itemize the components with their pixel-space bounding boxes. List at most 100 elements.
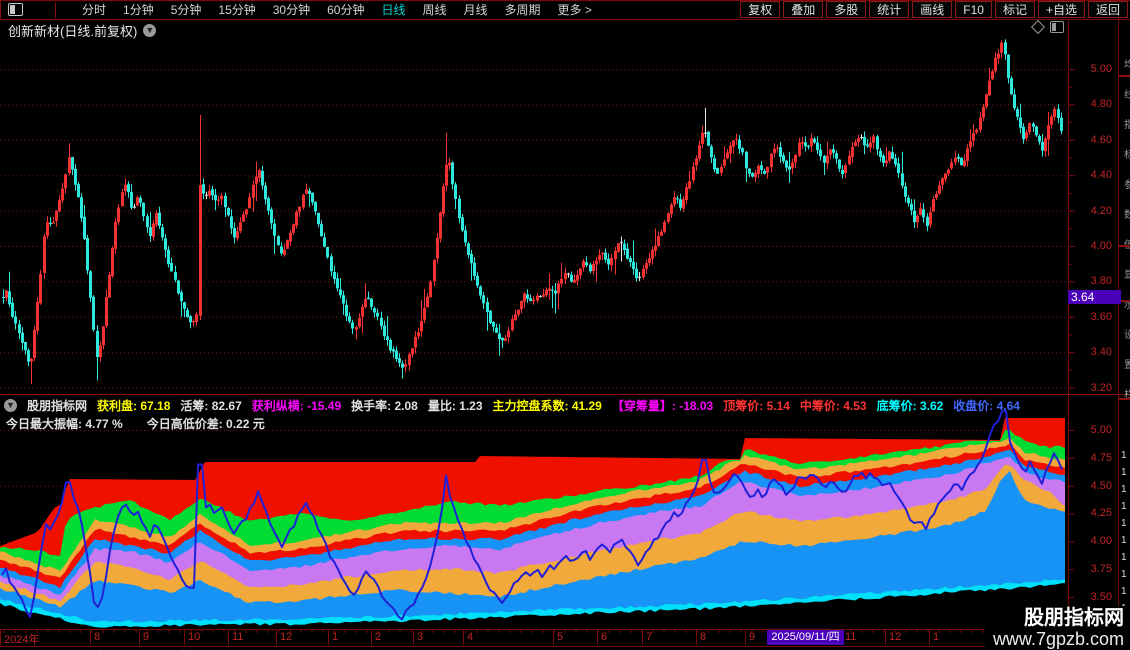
toolbar-button-统计[interactable]: 统计 (869, 1, 910, 18)
date-tick-label: 1 (332, 631, 339, 643)
field-获利纵横: 获利纵横: -15.49 (251, 399, 342, 413)
field-底筹价: 底筹价: 3.62 (876, 399, 944, 413)
indicator-axis-label: 4.25 (1090, 507, 1112, 520)
diamond-marker-icon[interactable] (1030, 19, 1046, 35)
date-axis-bottom-border (0, 646, 1130, 647)
chip-band-under (0, 582, 1065, 628)
toolbar-separator (55, 2, 56, 18)
menu-item-60分钟[interactable]: 60分钟 (327, 3, 365, 17)
price-axis-label: 3.40 (1090, 346, 1112, 359)
field-活筹: 活筹: 82.67 (180, 399, 242, 413)
indicator-axis-label: 4.75 (1090, 451, 1112, 464)
menu-item-分时[interactable]: 分时 (82, 3, 107, 17)
date-tick-label: 2 (375, 631, 382, 643)
toolbar-button-+自选[interactable]: +自选 (1037, 1, 1085, 18)
field-今日最大振幅: 今日最大振幅: 4.77 % (6, 417, 123, 431)
price-tag: 3.64 (1068, 290, 1121, 304)
date-tick-label: 5 (557, 631, 564, 643)
toolbar-button-返回[interactable]: 返回 (1087, 1, 1128, 18)
toolbar-button-画线[interactable]: 画线 (912, 1, 953, 18)
date-tick-label: 9 (143, 631, 150, 643)
field-中筹价: 中筹价: 4.53 (799, 399, 867, 413)
strip-digit: 1 (1121, 569, 1127, 580)
strip-glyph: 均 (1124, 60, 1130, 71)
right-edge-strip: 均线指标参数值显示设置栏1111111111 (1119, 20, 1130, 650)
candle-wicks-flat (134, 107, 862, 298)
menu-item-多周期[interactable]: 多周期 (504, 3, 541, 17)
toolbar-divider (0, 19, 1130, 20)
window-layout-icon[interactable] (8, 3, 23, 16)
date-tick-label: 3 (417, 631, 424, 643)
menu-item-日线[interactable]: 日线 (381, 3, 406, 17)
indicator-axis-label: 3.50 (1090, 590, 1112, 603)
date-tick-label: 6 (601, 631, 608, 643)
indicator-axis-label: 4.00 (1090, 535, 1112, 548)
field-今日高低价差: 今日高低价差: 0.22 元 (146, 417, 265, 431)
toolbar-button-多股[interactable]: 多股 (826, 1, 867, 18)
strip-separator (1119, 398, 1130, 400)
strip-glyph: 线 (1124, 90, 1130, 101)
menu-item-月线[interactable]: 月线 (463, 3, 488, 17)
indicator-axis-label: 5.00 (1090, 424, 1112, 436)
strip-glyph: 数 (1124, 210, 1130, 221)
price-axis-label: 4.40 (1090, 169, 1112, 182)
strip-digit: 1 (1121, 501, 1127, 512)
toolbar-button-叠加[interactable]: 叠加 (783, 1, 824, 18)
toolbar-button-F10[interactable]: F10 (955, 1, 992, 18)
price-axis-label: 4.20 (1090, 204, 1112, 217)
menu-item-15分钟[interactable]: 15分钟 (218, 3, 256, 17)
indicator-axis-label: 3.75 (1090, 563, 1112, 576)
strip-separator (1119, 300, 1130, 302)
menu-item-周线[interactable]: 周线 (422, 3, 447, 17)
toolbar-button-标记[interactable]: 标记 (994, 1, 1035, 18)
panel-divider (0, 394, 1130, 395)
chevron-down-icon[interactable]: ▼ (4, 399, 17, 412)
date-highlight-tag: 2025/09/11/四 (767, 630, 844, 645)
chevron-down-icon[interactable]: ▼ (143, 24, 157, 37)
menu-item-5分钟[interactable]: 5分钟 (170, 3, 202, 17)
strip-glyph: 置 (1124, 360, 1130, 371)
candle-bodies-up (5, 42, 1056, 367)
candle-wicks-up (6, 40, 1055, 385)
top-border (0, 0, 1130, 1)
date-tick-label: 11 (232, 631, 244, 643)
field-【穿筹量】: 【穿筹量】: -18.03 (611, 399, 714, 413)
watermark-site-name: 股朋指标网 (1024, 607, 1124, 629)
strip-separator (1119, 245, 1130, 247)
strip-digit: 1 (1121, 450, 1127, 461)
menu-item-更多 >[interactable]: 更多 > (557, 3, 592, 17)
strip-glyph: 指 (1124, 120, 1130, 131)
field-量比: 量比: 1.23 (427, 399, 483, 413)
strip-glyph: 标 (1124, 150, 1130, 161)
strip-digit: 1 (1121, 484, 1127, 495)
menu-item-1分钟[interactable]: 1分钟 (123, 3, 154, 17)
corner-icons (1030, 19, 1064, 35)
date-tick-label: 11 (845, 631, 857, 643)
date-tick-label: 9 (749, 631, 756, 643)
strip-digit: 1 (1121, 552, 1127, 563)
candle-wicks-down (3, 39, 1062, 381)
candle-bodies-down (2, 42, 1063, 368)
period-menu: 分时 1分钟 5分钟 15分钟 30分钟 60分钟 日线 周线 月线 多周期 更多 > (82, 0, 592, 19)
strip-digit: 1 (1121, 467, 1127, 478)
field-顶筹价: 顶筹价: 5.14 (723, 399, 790, 413)
strip-digit: 1 (1121, 535, 1127, 546)
date-tick-label: 7 (646, 631, 653, 643)
split-pane-icon[interactable] (1050, 21, 1064, 33)
strip-glyph: 栏 (1124, 390, 1130, 401)
title-row: 创新新材(日线.前复权) ▼ (8, 21, 157, 40)
indicator-header-row1: ▼ 股朋指标网 获利盘: 67.18 活筹: 82.67 获利纵横: -15.49 换… (4, 397, 1020, 414)
date-tick-label: 4 (467, 631, 474, 643)
menu-item-30分钟[interactable]: 30分钟 (272, 3, 311, 17)
watermark: 股朋指标网 www.7gpzb.com (985, 606, 1130, 650)
right-strip-border (1118, 0, 1119, 650)
toolbar-button-复权[interactable]: 复权 (740, 1, 781, 18)
indicator-source: 股朋指标网 (27, 399, 88, 413)
price-axis-label: 4.80 (1090, 98, 1112, 111)
price-axis-label: 4.00 (1090, 240, 1112, 252)
indicator-header-row2: 今日最大振幅: 4.77 % 今日高低价差: 0.22 元 (6, 415, 279, 432)
price-axis-label: 3.20 (1090, 381, 1112, 394)
date-tick-label: 8 (94, 631, 101, 643)
